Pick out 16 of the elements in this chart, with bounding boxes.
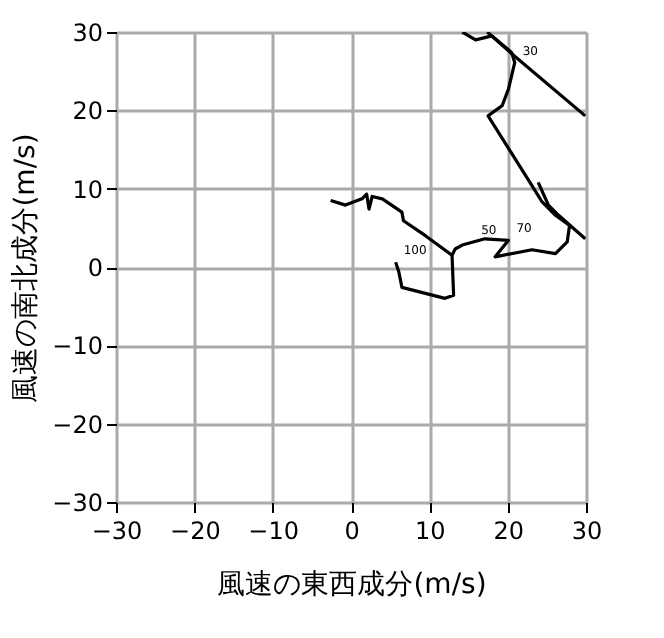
- y-tick-label: 0: [87, 254, 103, 282]
- x-tick-label: 30: [571, 517, 603, 545]
- y-tick-label: −20: [52, 410, 103, 439]
- x-tick-label: −10: [248, 517, 299, 545]
- y-tick-label: 10: [72, 175, 103, 204]
- x-axis-title: 風速の東西成分(m/s): [217, 569, 487, 601]
- x-tick-label: 10: [415, 517, 446, 545]
- y-tick-label: 20: [72, 97, 103, 126]
- y-tick-label: −30: [52, 489, 103, 517]
- y-tick-label: 30: [72, 19, 103, 47]
- x-tick-label: 0: [344, 517, 360, 545]
- x-tick-label: −30: [91, 517, 143, 545]
- y-axis-title: 風速の南北成分(m/s): [10, 133, 43, 403]
- x-tick-label: 20: [493, 517, 524, 545]
- y-tick-label: −10: [52, 332, 103, 361]
- x-tick-label: −20: [170, 517, 221, 545]
